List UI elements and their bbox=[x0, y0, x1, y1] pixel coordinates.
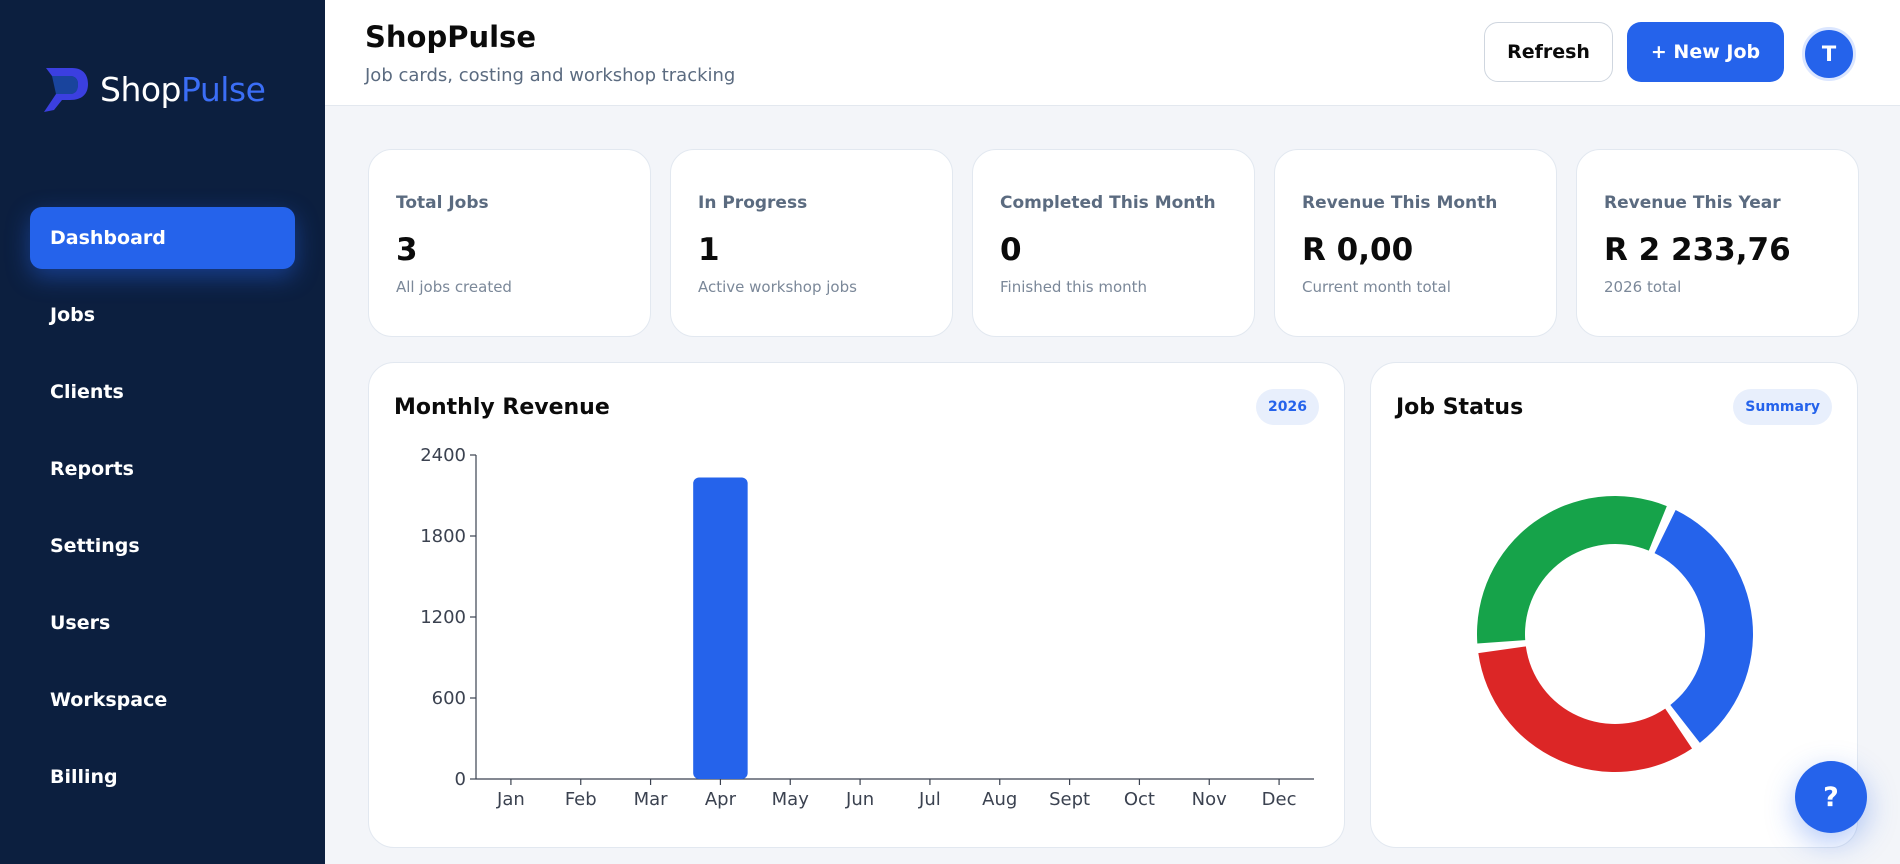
x-tick-label: Oct bbox=[1124, 789, 1155, 810]
stat-card-completed-this-month: Completed This Month 0 Finished this mon… bbox=[972, 149, 1255, 337]
y-tick-label: 2400 bbox=[420, 445, 466, 466]
x-tick-label: Mar bbox=[634, 789, 669, 810]
stat-subtext: Finished this month bbox=[1000, 278, 1148, 296]
x-tick-label: Apr bbox=[705, 789, 737, 810]
top-bar: ShopPulse Job cards, costing and worksho… bbox=[325, 0, 1900, 106]
x-tick-label: Aug bbox=[982, 789, 1017, 810]
donut-slice-2 bbox=[1478, 646, 1693, 772]
sidebar-item-reports[interactable]: Reports bbox=[50, 458, 134, 480]
sidebar-item-dashboard[interactable]: Dashboard bbox=[30, 207, 295, 269]
x-tick-label: May bbox=[772, 789, 810, 810]
sidebar-item-jobs[interactable]: Jobs bbox=[50, 304, 96, 326]
sidebar: ShopPulse Dashboard Jobs Clients Reports… bbox=[0, 0, 325, 864]
stat-card-revenue-this-year: Revenue This Year R 2 233,76 2026 total bbox=[1576, 149, 1859, 337]
sidebar-item-billing[interactable]: Billing bbox=[50, 766, 118, 788]
job-status-card: Job Status Summary bbox=[1370, 362, 1858, 848]
stat-subtext: Active workshop jobs bbox=[698, 278, 857, 296]
year-badge[interactable]: 2026 bbox=[1256, 389, 1319, 425]
monthly-revenue-card: Monthly Revenue 2026 0 600 1200 1800 2400 Jan… bbox=[368, 362, 1345, 848]
x-tick-label: Sept bbox=[1049, 789, 1090, 810]
page-title: ShopPulse bbox=[365, 20, 536, 54]
x-tick-label: Jul bbox=[918, 789, 941, 810]
sidebar-item-users[interactable]: Users bbox=[50, 612, 111, 634]
sidebar-nav: Dashboard Jobs Clients Reports Settings … bbox=[30, 207, 295, 823]
stat-value: R 2 233,76 bbox=[1604, 232, 1791, 268]
stat-label: Total Jobs bbox=[396, 193, 489, 213]
donut-slice-3 bbox=[1477, 496, 1667, 644]
stat-value: R 0,00 bbox=[1302, 232, 1414, 268]
donut-slice-1 bbox=[1654, 510, 1753, 743]
job-status-title: Job Status bbox=[1396, 395, 1524, 420]
page-subtitle: Job cards, costing and workshop tracking bbox=[365, 65, 736, 86]
summary-badge[interactable]: Summary bbox=[1733, 389, 1832, 425]
stat-card-total-jobs: Total Jobs 3 All jobs created bbox=[368, 149, 651, 337]
stat-value: 3 bbox=[396, 232, 418, 268]
y-tick-label: 600 bbox=[432, 688, 466, 709]
stat-subtext: 2026 total bbox=[1604, 278, 1682, 296]
y-tick-label: 1800 bbox=[420, 526, 466, 547]
shoppulse-logo-icon bbox=[44, 68, 88, 112]
stat-card-in-progress: In Progress 1 Active workshop jobs bbox=[670, 149, 953, 337]
sidebar-item-settings[interactable]: Settings bbox=[50, 535, 140, 557]
help-button[interactable]: ? bbox=[1795, 761, 1867, 833]
x-tick-label: Jan bbox=[496, 789, 525, 810]
stat-label: Completed This Month bbox=[1000, 193, 1216, 213]
x-tick-label: Feb bbox=[565, 789, 597, 810]
stat-subtext: Current month total bbox=[1302, 278, 1451, 296]
x-tick-label: Nov bbox=[1192, 789, 1227, 810]
stat-label: In Progress bbox=[698, 193, 808, 213]
stat-value: 0 bbox=[1000, 232, 1022, 268]
monthly-revenue-title: Monthly Revenue bbox=[394, 395, 610, 420]
bar-apr bbox=[693, 477, 748, 779]
stat-label: Revenue This Month bbox=[1302, 193, 1498, 213]
monthly-revenue-bar-chart: 0 600 1200 1800 2400 Jan Feb Mar Apr May Jun Jul Aug… bbox=[420, 445, 1314, 810]
sidebar-item-workspace[interactable]: Workspace bbox=[50, 689, 168, 711]
job-status-donut-chart bbox=[1477, 496, 1753, 772]
y-tick-label: 0 bbox=[455, 769, 466, 790]
avatar[interactable]: T bbox=[1802, 27, 1856, 81]
brand-name: ShopPulse bbox=[100, 69, 266, 109]
stat-value: 1 bbox=[698, 232, 720, 268]
stat-label: Revenue This Year bbox=[1604, 193, 1781, 213]
x-tick-label: Dec bbox=[1262, 789, 1297, 810]
stat-card-revenue-this-month: Revenue This Month R 0,00 Current month … bbox=[1274, 149, 1557, 337]
y-tick-label: 1200 bbox=[420, 607, 466, 628]
refresh-button[interactable]: Refresh bbox=[1484, 22, 1613, 82]
brand-logo[interactable]: ShopPulse bbox=[42, 64, 266, 114]
new-job-button[interactable]: + New Job bbox=[1627, 22, 1784, 82]
sidebar-item-clients[interactable]: Clients bbox=[50, 381, 124, 403]
x-tick-label: Jun bbox=[845, 789, 874, 810]
stat-subtext: All jobs created bbox=[396, 278, 512, 296]
